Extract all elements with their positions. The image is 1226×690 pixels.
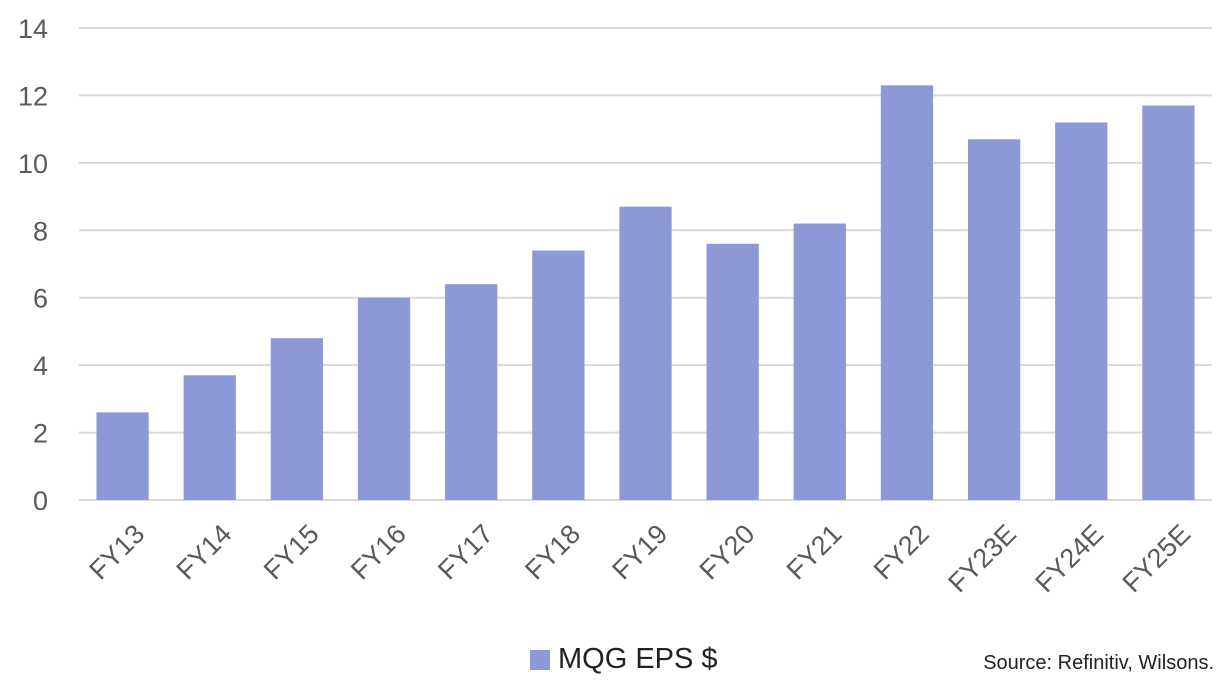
x-tick-label: FY16 [345,519,412,586]
x-tick-label: FY24E [1030,519,1110,599]
bars [96,85,1195,501]
x-tick-label: FY22 [868,519,935,586]
y-tick-label: 2 [33,419,48,449]
bar [96,412,149,500]
bar [793,223,846,501]
x-tick-label: FY18 [519,519,586,586]
y-tick-label: 0 [33,486,48,516]
y-tick-label: 4 [33,351,48,381]
y-tick-label: 10 [18,149,48,179]
y-tick-label: 6 [33,284,48,314]
bar [1055,122,1108,501]
legend: MQG EPS $ [530,643,718,676]
x-tick-label: FY15 [258,519,325,586]
x-tick-label: FY14 [171,519,238,586]
x-tick-label: FY21 [781,519,848,586]
x-tick-label: FY17 [432,519,499,586]
x-axis-labels: FY13 FY14 FY15 FY16 FY17 FY18 FY19 FY20 FY21 FY22… [84,519,1197,599]
x-tick-label: FY13 [84,519,151,586]
y-tick-label: 14 [18,14,48,44]
bar [1142,105,1195,501]
bar [532,250,585,500]
bar [619,206,672,500]
x-tick-label: FY23E [942,519,1022,599]
legend-label: MQG EPS $ [558,643,718,675]
y-tick-label: 8 [33,216,48,246]
bar [270,338,324,500]
y-tick-label: 12 [18,81,48,111]
source-note: Source: Refinitiv, Wilsons. [983,652,1214,674]
x-tick-label: FY25E [1117,519,1197,599]
bar [445,284,498,500]
x-tick-label: FY20 [694,519,761,586]
bar [967,139,1021,500]
y-axis-ticks: 0 2 4 6 8 10 12 14 [18,14,48,516]
x-tick-label: FY19 [606,519,673,586]
bar [357,297,411,500]
bar [183,375,236,500]
bar [706,243,759,500]
bar [880,85,934,501]
legend-swatch [530,649,550,670]
